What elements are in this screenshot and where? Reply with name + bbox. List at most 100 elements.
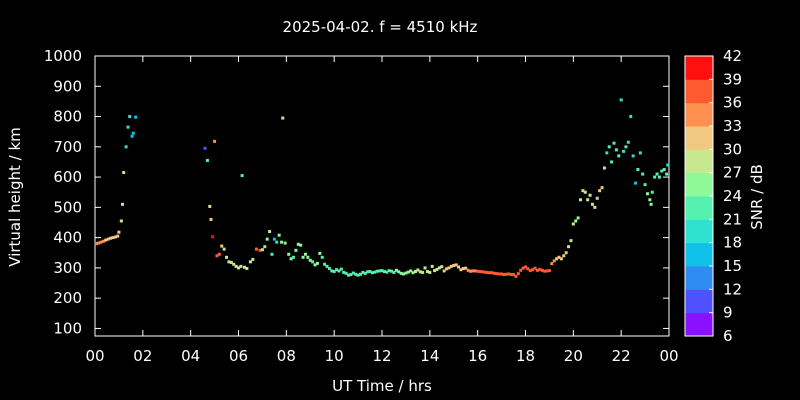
data-point <box>344 271 348 275</box>
data-point <box>380 269 384 273</box>
data-point <box>113 235 117 239</box>
data-point <box>315 261 319 265</box>
data-point <box>378 269 382 273</box>
data-point <box>509 273 513 277</box>
data-point <box>468 269 472 273</box>
data-point <box>655 172 659 176</box>
data-point <box>289 257 293 261</box>
data-point <box>349 273 353 277</box>
data-point <box>473 269 477 273</box>
data-point <box>382 270 386 274</box>
data-point <box>459 268 463 272</box>
data-point <box>586 198 590 202</box>
colorbar-segment <box>685 242 713 267</box>
data-point <box>571 222 575 226</box>
data-point <box>308 258 312 262</box>
colorbar-tick-label: 21 <box>723 210 742 228</box>
data-point <box>332 270 336 274</box>
data-point <box>277 233 281 237</box>
data-point <box>339 267 343 271</box>
colorbar-segment <box>685 172 713 197</box>
data-point <box>557 255 561 259</box>
data-point <box>356 273 360 277</box>
data-point <box>502 273 506 277</box>
data-point <box>629 115 633 119</box>
data-point <box>311 260 315 264</box>
data-point <box>540 268 544 272</box>
data-point <box>303 252 307 256</box>
data-point <box>574 219 578 223</box>
data-point <box>299 243 303 247</box>
data-point <box>602 166 606 170</box>
data-point <box>421 270 425 274</box>
data-point <box>211 235 215 239</box>
data-point <box>217 252 221 256</box>
data-point <box>504 272 508 276</box>
data-point <box>323 262 327 266</box>
data-point <box>447 266 451 270</box>
data-point <box>232 262 236 266</box>
data-point <box>595 196 599 200</box>
y-tick-label: 200 <box>53 289 82 307</box>
data-point <box>547 269 551 273</box>
data-point <box>121 202 125 206</box>
data-point <box>636 168 640 172</box>
data-point <box>492 271 496 275</box>
data-point <box>641 172 645 176</box>
data-point <box>416 268 420 272</box>
colorbar-segment <box>685 149 713 174</box>
data-point <box>457 265 461 269</box>
data-point <box>437 266 441 270</box>
data-point <box>301 255 305 259</box>
x-tick-label: 02 <box>133 347 152 365</box>
data-point <box>665 172 669 176</box>
data-point <box>528 269 532 273</box>
colorbar-tick-label: 9 <box>723 304 733 322</box>
x-tick-label: 20 <box>564 347 583 365</box>
data-point <box>116 234 120 238</box>
data-point <box>612 141 616 145</box>
data-point <box>394 268 398 272</box>
data-point <box>327 266 331 270</box>
data-point <box>292 255 296 259</box>
data-point <box>205 158 209 162</box>
y-axis: 100 200 300 400 500 600 700 800 900 1000 <box>44 47 669 337</box>
data-point <box>268 230 272 234</box>
data-point <box>442 269 446 273</box>
data-point <box>225 255 229 259</box>
y-tick-label: 100 <box>53 319 82 337</box>
data-point <box>234 264 238 268</box>
data-point <box>342 270 346 274</box>
colorbar-tick-label: 27 <box>723 164 742 182</box>
data-point <box>423 266 427 270</box>
data-point <box>131 131 135 135</box>
y-axis-label: Virtual height / km <box>6 127 24 266</box>
snr-colorbar: 6 9 12 15 18 21 24 27 30 33 36 39 42 <box>684 47 742 345</box>
data-point <box>399 271 403 275</box>
data-point <box>598 189 602 193</box>
data-point <box>260 248 264 252</box>
data-point <box>425 270 429 274</box>
data-point <box>649 202 653 206</box>
data-point <box>500 272 504 276</box>
x-tick-label: 00 <box>85 347 104 365</box>
data-point <box>411 271 415 275</box>
data-point <box>588 193 592 197</box>
colorbar-tick-label: 15 <box>723 257 742 275</box>
data-point <box>631 154 635 158</box>
data-point <box>275 240 279 244</box>
data-point <box>619 98 623 102</box>
data-point <box>104 238 108 242</box>
data-point <box>428 270 432 274</box>
data-point <box>526 267 530 271</box>
colorbar-tick-label: 33 <box>723 117 742 135</box>
y-tick-label: 600 <box>53 168 82 186</box>
data-point <box>390 269 394 273</box>
data-point <box>283 241 287 245</box>
data-point <box>335 268 339 272</box>
colorbar-segment <box>685 312 713 337</box>
data-point <box>392 270 396 274</box>
data-point <box>117 230 121 234</box>
data-point <box>272 237 276 241</box>
